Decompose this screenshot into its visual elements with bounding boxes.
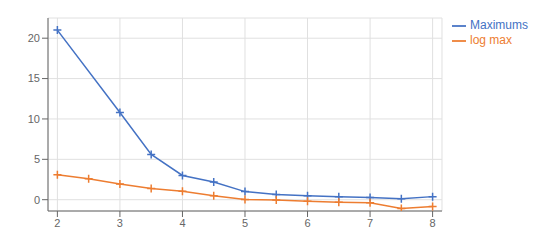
svg-text:0: 0 [34, 194, 40, 206]
svg-text:15: 15 [28, 72, 40, 84]
svg-text:5: 5 [34, 153, 40, 165]
svg-text:20: 20 [28, 32, 40, 44]
svg-text:7: 7 [367, 217, 373, 229]
svg-text:4: 4 [179, 217, 185, 229]
html-text:log max: log max [470, 32, 512, 47]
svg-text:3: 3 [117, 217, 123, 229]
svg-text:10: 10 [28, 113, 40, 125]
svg-text:2: 2 [54, 217, 60, 229]
svg-text:5: 5 [242, 217, 248, 229]
svg-text:6: 6 [304, 217, 310, 229]
html-text:Maximums: Maximums [470, 18, 528, 32]
svg-text:8: 8 [430, 217, 436, 229]
